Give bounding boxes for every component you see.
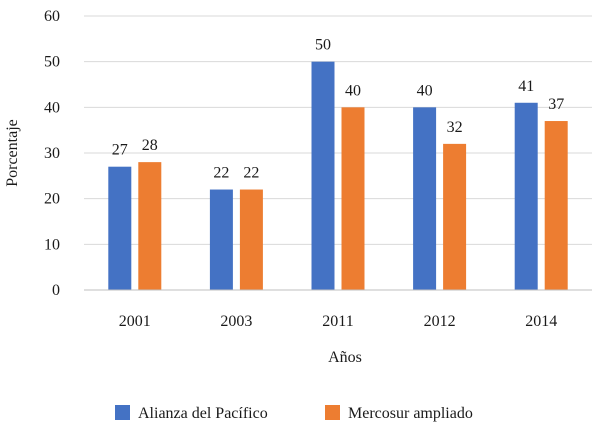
data-labels: 27 28 22 22 50 40 40 32 41 37 — [112, 37, 564, 182]
legend-label-alianza-del-pacifico: Alianza del Pacífico — [138, 405, 268, 422]
y-tick-label-10: 10 — [44, 236, 60, 253]
data-label-mercosur-ampliado-2003: 22 — [243, 165, 259, 182]
legend-label-mercosur-ampliado: Mercosur ampliado — [348, 405, 473, 422]
data-label-alianza-del-pacifico-2001: 27 — [112, 142, 128, 159]
y-tick-label-20: 20 — [44, 191, 60, 208]
data-label-alianza-del-pacifico-2003: 22 — [213, 165, 229, 182]
x-tick-label-2011: 2011 — [322, 313, 353, 330]
legend: Alianza del Pacífico Mercosur ampliado — [115, 405, 473, 422]
bar-alianza-del-pacifico-2001 — [108, 166, 132, 290]
bars — [108, 61, 568, 291]
y-axis-label: Porcentaje — [4, 119, 21, 187]
bar-alianza-del-pacifico-2003 — [209, 189, 233, 290]
data-label-mercosur-ampliado-2011: 40 — [345, 82, 361, 99]
data-label-alianza-del-pacifico-2012: 40 — [417, 82, 433, 99]
bar-mercosur-ampliado-2011 — [341, 107, 365, 290]
data-label-mercosur-ampliado-2012: 32 — [447, 119, 463, 136]
data-label-mercosur-ampliado-2001: 28 — [142, 137, 158, 154]
x-tick-label-2001: 2001 — [119, 313, 151, 330]
bar-alianza-del-pacifico-2011 — [311, 61, 335, 290]
bar-mercosur-ampliado-2012 — [443, 143, 467, 290]
data-label-alianza-del-pacifico-2011: 50 — [315, 37, 331, 54]
data-label-alianza-del-pacifico-2014: 41 — [518, 78, 534, 95]
bar-mercosur-ampliado-2001 — [138, 162, 162, 290]
data-label-mercosur-ampliado-2014: 37 — [548, 96, 564, 113]
bar-alianza-del-pacifico-2012 — [413, 107, 437, 290]
x-tick-label-2012: 2012 — [424, 313, 456, 330]
legend-swatch-mercosur-ampliado — [325, 405, 340, 420]
x-tick-label-2014: 2014 — [525, 313, 557, 330]
y-tick-label-50: 50 — [44, 54, 60, 71]
bar-mercosur-ampliado-2014 — [544, 121, 568, 291]
y-tick-label-40: 40 — [44, 99, 60, 116]
legend-swatch-alianza-del-pacifico — [115, 405, 130, 420]
x-axis-label: Años — [328, 349, 362, 366]
y-tick-label-0: 0 — [52, 282, 60, 299]
x-axis-tick-labels: 2001 2003 2011 2012 2014 — [119, 313, 557, 330]
y-axis-tick-labels: 0 10 20 30 40 50 60 — [44, 8, 60, 299]
y-tick-label-60: 60 — [44, 8, 60, 25]
x-tick-label-2003: 2003 — [220, 313, 252, 330]
bar-alianza-del-pacifico-2014 — [514, 102, 538, 291]
gridlines — [84, 15, 592, 245]
bar-mercosur-ampliado-2003 — [239, 189, 263, 290]
y-tick-label-30: 30 — [44, 145, 60, 162]
